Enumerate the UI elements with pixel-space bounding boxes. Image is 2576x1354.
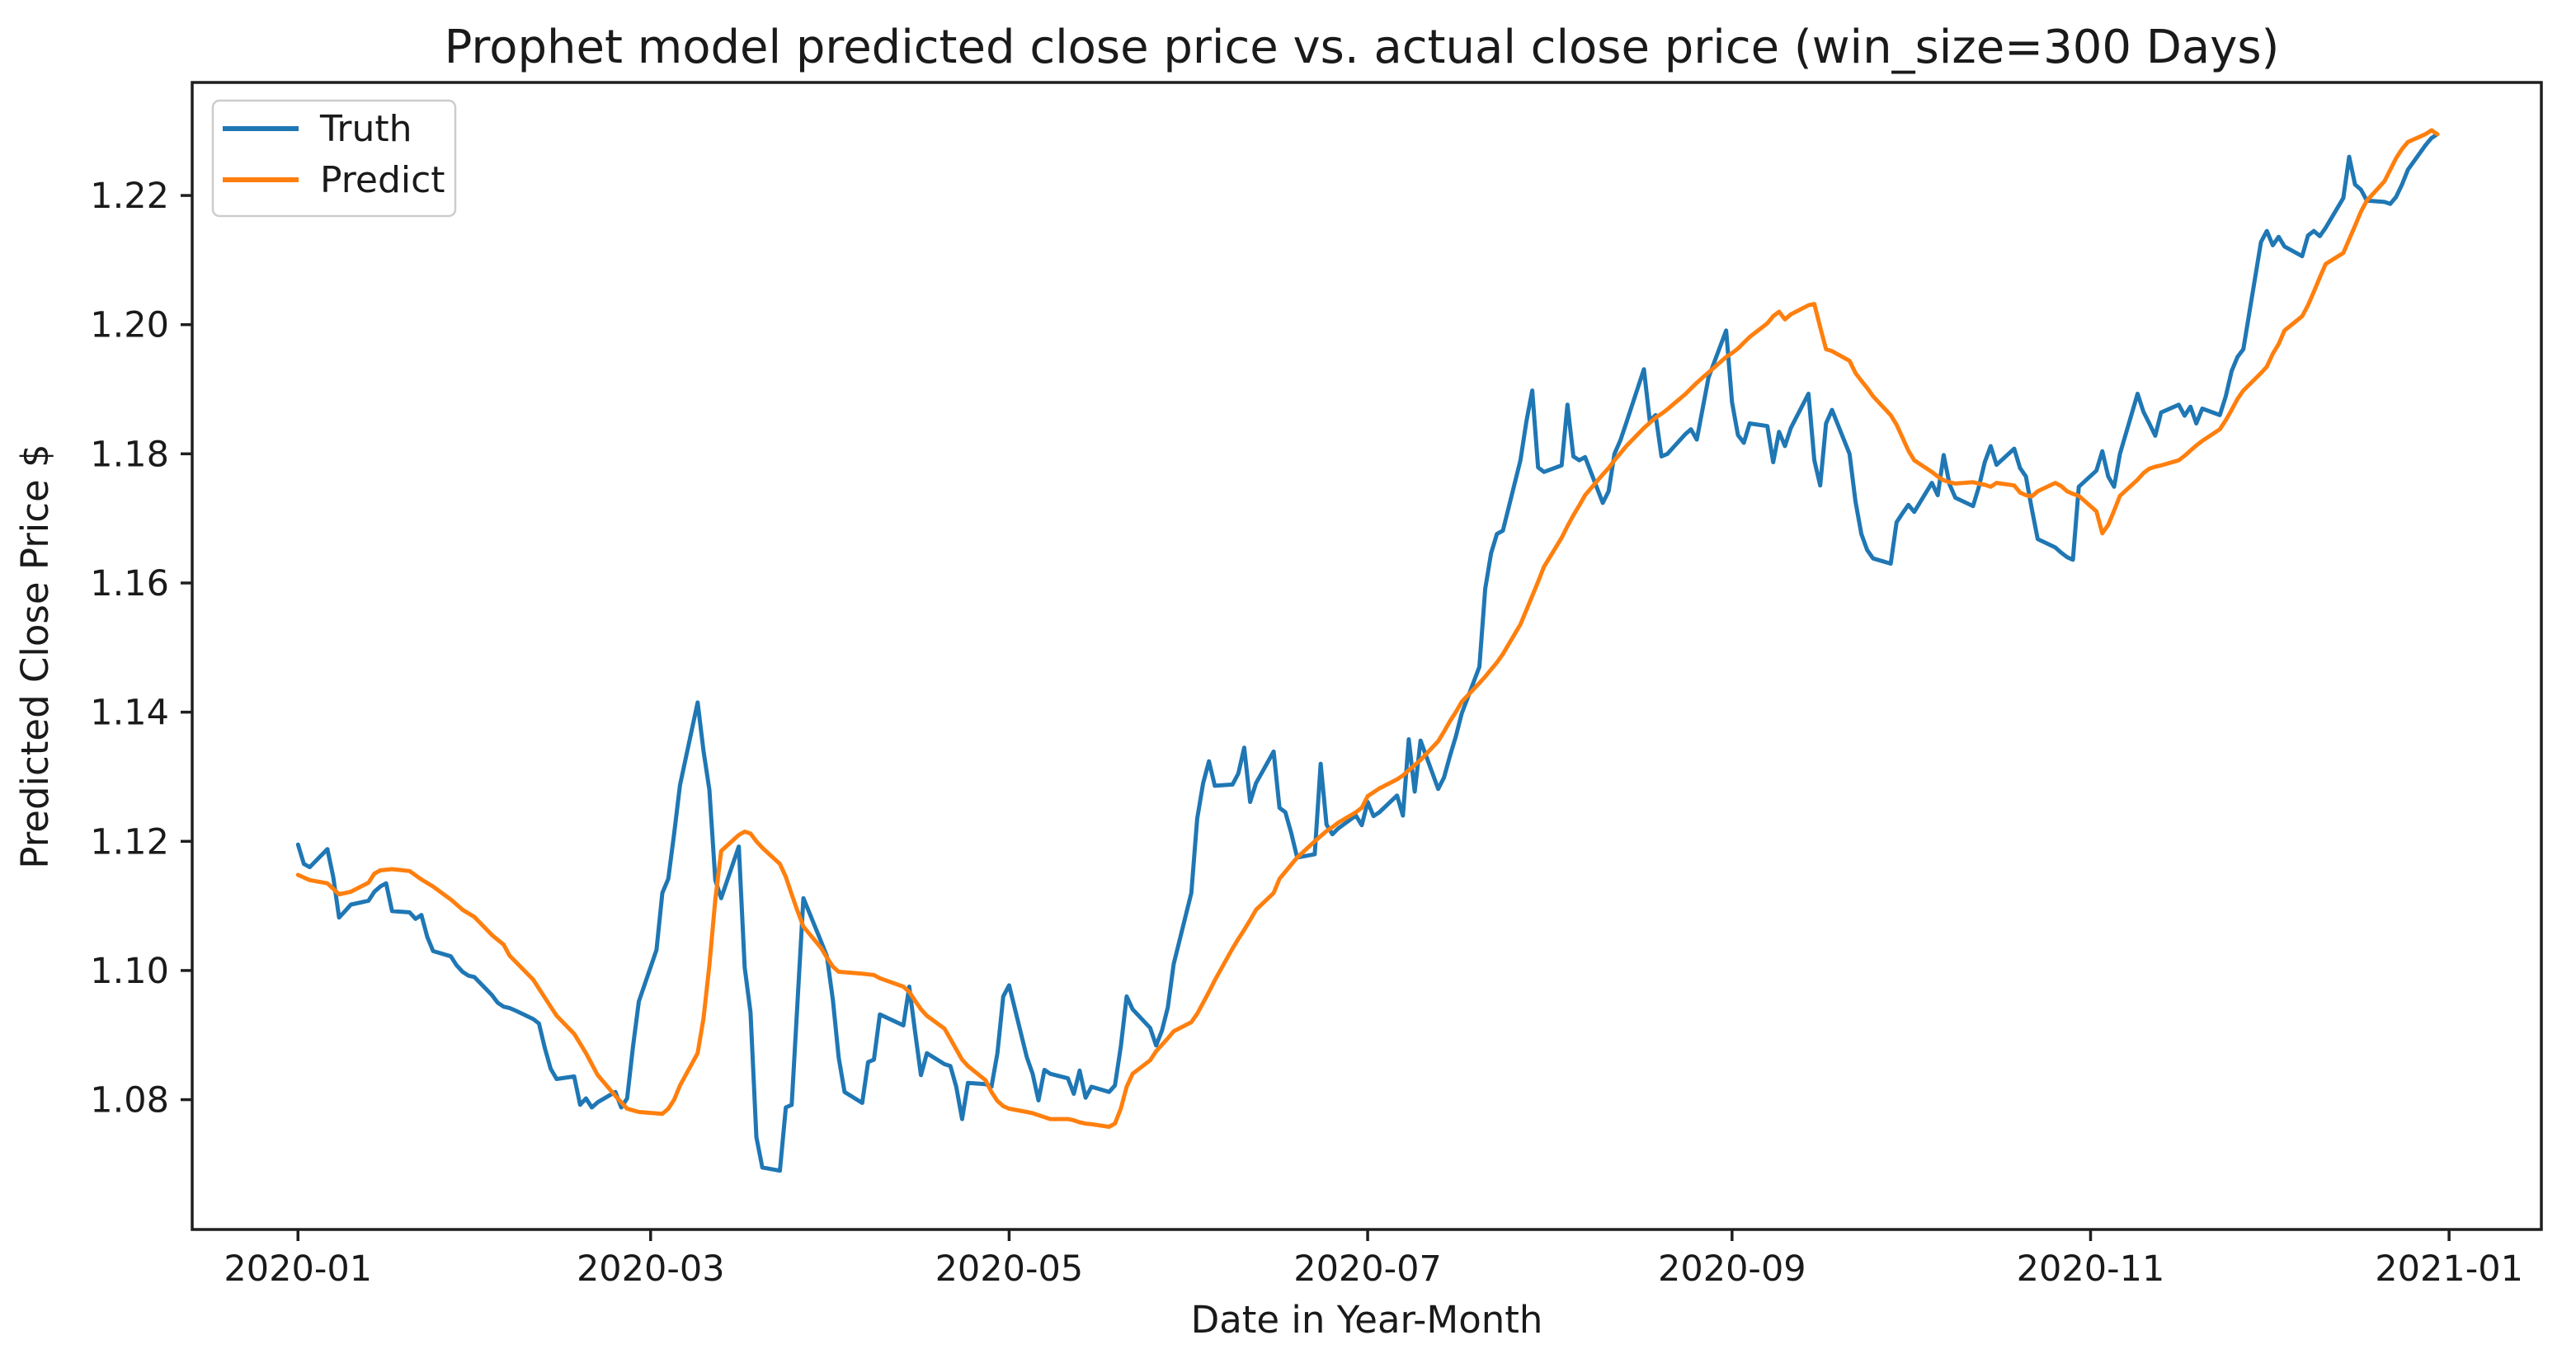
x-tick-label: 2020-11 [2017,1248,2165,1290]
predict-line [295,128,2440,1129]
chart-title: Prophet model predicted close price vs. … [445,21,2280,74]
y-tick-label: 1.18 [90,434,169,475]
y-axis-label: Predicted Close Price $ [13,444,57,868]
x-tick-label: 2021-01 [2375,1248,2523,1290]
y-tick-label: 1.08 [90,1080,169,1121]
y-tick-label: 1.16 [90,563,169,604]
x-tick-label: 2020-07 [1293,1248,1442,1290]
y-tick-label: 1.12 [90,821,169,863]
legend: Truth Predict [211,99,457,218]
y-tick-label: 1.10 [90,951,169,992]
y-tick-label: 1.22 [90,176,169,217]
x-tick-label: 2020-03 [577,1248,725,1290]
y-tick-label: 1.20 [90,305,169,346]
truth-line [295,132,2440,1173]
x-tick-label: 2020-01 [224,1248,372,1290]
plot-area: 2020-01 2020-03 2020-05 2020-07 2020-09 2020-… [90,81,2543,1290]
x-axis-label: Date in Year-Month [1191,1298,1543,1342]
y-tick-label: 1.14 [90,693,169,734]
x-tick-label: 2020-05 [935,1248,1084,1290]
legend-label-predict: Predict [320,159,445,201]
x-tick-label: 2020-09 [1658,1248,1806,1290]
legend-label-truth: Truth [319,108,412,150]
plot-frame [191,81,2543,1231]
